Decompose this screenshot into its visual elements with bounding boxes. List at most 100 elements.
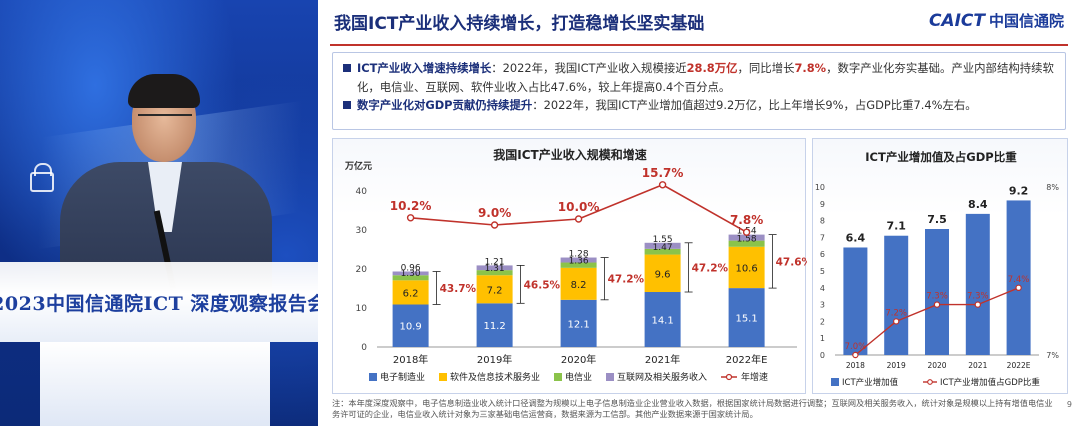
slide-title: 我国ICT产业收入持续增长，打造稳增长坚实基础 [334,14,705,34]
bar-segment [644,254,681,293]
y-tick-label: 0 [361,343,367,353]
lock-icon [30,163,54,192]
y-tick-label: 0 [820,351,825,360]
summary-text: ：2022年，我国ICT产业收入规模接近 [491,61,687,75]
y-tick-label: 1 [820,334,825,343]
share-label: 7.3% [926,292,948,302]
y-tick-label: 4 [820,284,825,293]
speaker-hair [128,74,200,108]
bar-value-label: 7.1 [886,220,906,233]
bar-value-label: 14.1 [651,316,673,327]
legend-label: 互联网及相关服务收入 [617,371,707,383]
speaker-glasses [138,114,192,126]
caict-logo: CAICT 中国信通院 [929,10,1064,31]
share-annotation: 47.6% [776,256,807,268]
y-tick-label: 6 [820,250,825,259]
summary-text: ，数字产业化夯实基础。产业内部结构持续软化，电信业、互联网、软件业收入占比47.… [357,61,1054,94]
bar-segment [476,270,513,276]
legend-label: 电子制造业 [380,371,425,383]
bar-value-label: 7.2 [487,285,503,296]
logo-text-cn: 中国信通院 [988,12,1064,30]
bar [925,229,949,355]
legend-line-marker [725,373,733,381]
bullet-icon [343,64,351,72]
summary-text: ，同比增长 [737,61,795,75]
bar-segment [644,242,681,249]
share-annotation: 47.2% [692,262,729,274]
y-tick-label: 20 [356,265,368,275]
growth-point [742,228,751,236]
summary-text: ：2022年，我国ICT产业增加值超过9.2万亿，比上年增长9%，占GDP比重7… [532,98,977,113]
share-label: 7.4% [1008,275,1030,285]
event-banner-text: 2023中国信通院ICT 深度观察报告会 [0,292,318,315]
bar-value-label: 10.6 [735,263,757,274]
share-label: 7.3% [967,292,989,302]
bar-segment [392,304,429,347]
bar-value-label: 1.36 [569,257,589,267]
share-point [933,301,941,308]
y-tick-label: 7 [820,233,825,242]
share-point [974,301,981,308]
bar-segment [644,248,681,255]
y-tick-label: 5 [820,267,825,276]
bar-value-label: 6.4 [846,231,866,244]
share-annotation: 46.5% [524,279,561,291]
bar-value-label: 1.28 [569,250,589,260]
bar-value-label: 1.58 [737,235,757,245]
chart-value-added-panel: ICT产业增加值及占GDP比重 0 1 2 3 4 5 6 7 8 9 10 8% 7% 6.4 2018 7.… [812,138,1068,394]
bullet-icon [343,101,351,110]
y-axis-label: 万亿元 [344,160,372,172]
share-annotation: 43.7% [440,283,477,295]
bar-segment [560,262,597,268]
bar-segment [392,271,429,276]
bar-value-label: 9.6 [655,269,671,280]
bar-segment [728,234,765,241]
x-tick-label: 2018年 [393,353,428,366]
y-tick-label: 9 [820,200,825,209]
bar-value-label: 10.9 [399,322,421,333]
bar-segment [560,257,597,263]
bar-value-label: 7.5 [927,213,947,226]
bar-value-label: 9.2 [1009,184,1029,197]
growth-label: 10.2% [390,199,432,213]
logo-text-en: CAICT [928,10,985,31]
share-annotation: 47.2% [608,274,645,286]
page-number: 9 [1066,400,1072,409]
bar-segment [476,303,513,347]
y-tick-label: 10 [356,304,368,314]
presentation-slide: 我国ICT产业收入持续增长，打造稳增长坚实基础 CAICT 中国信通院 ICT产… [318,0,1080,426]
x-tick-label: 2018 [846,361,865,370]
summary-box: ICT产业收入增速持续增长：2022年，我国ICT产业收入规模接近28.8万亿，… [332,52,1066,130]
bar-value-label: 6.2 [403,288,419,299]
bar [965,213,990,355]
share-point [1015,284,1022,291]
legend-swatch [554,373,562,381]
bar-segment [644,292,681,347]
y-tick-label: 30 [356,226,368,236]
chart-revenue-panel: 我国ICT产业收入规模和增速 万亿元 0 10 20 30 40 10.9 6.2 1.30 0.9… [332,138,807,394]
legend-swatch [831,378,839,386]
legend-label: 年增速 [741,371,768,383]
bar-segment [392,275,429,281]
summary-item: ICT产业收入增速持续增长：2022年，我国ICT产业收入规模接近28.8万亿，… [343,59,1055,96]
summary-highlight: 28.8万亿 [686,61,738,75]
share-point [892,318,900,325]
bar-segment [392,280,429,305]
bar-value-label: 1.21 [485,257,505,267]
y-tick-label: 3 [820,301,825,310]
y-tick-label: 40 [356,187,368,197]
growth-point [490,221,499,229]
chart-title: ICT产业增加值及占GDP比重 [865,150,1017,164]
legend-swatch [606,373,614,381]
bar-segment [728,240,765,247]
bar-value-label: 8.4 [968,198,988,211]
x-tick-label: 2019年 [477,353,512,366]
growth-label: 10.0% [558,200,600,214]
footnote: 注：本年度深度观察中，电子信息制造业收入统计口径调整为规模以上电子信息制造业企业… [332,398,1053,419]
growth-point [406,214,415,222]
bar-segment [476,265,513,271]
bar [884,235,909,355]
growth-label: 7.8% [730,213,763,227]
legend-label: ICT产业增加值 [842,377,899,388]
